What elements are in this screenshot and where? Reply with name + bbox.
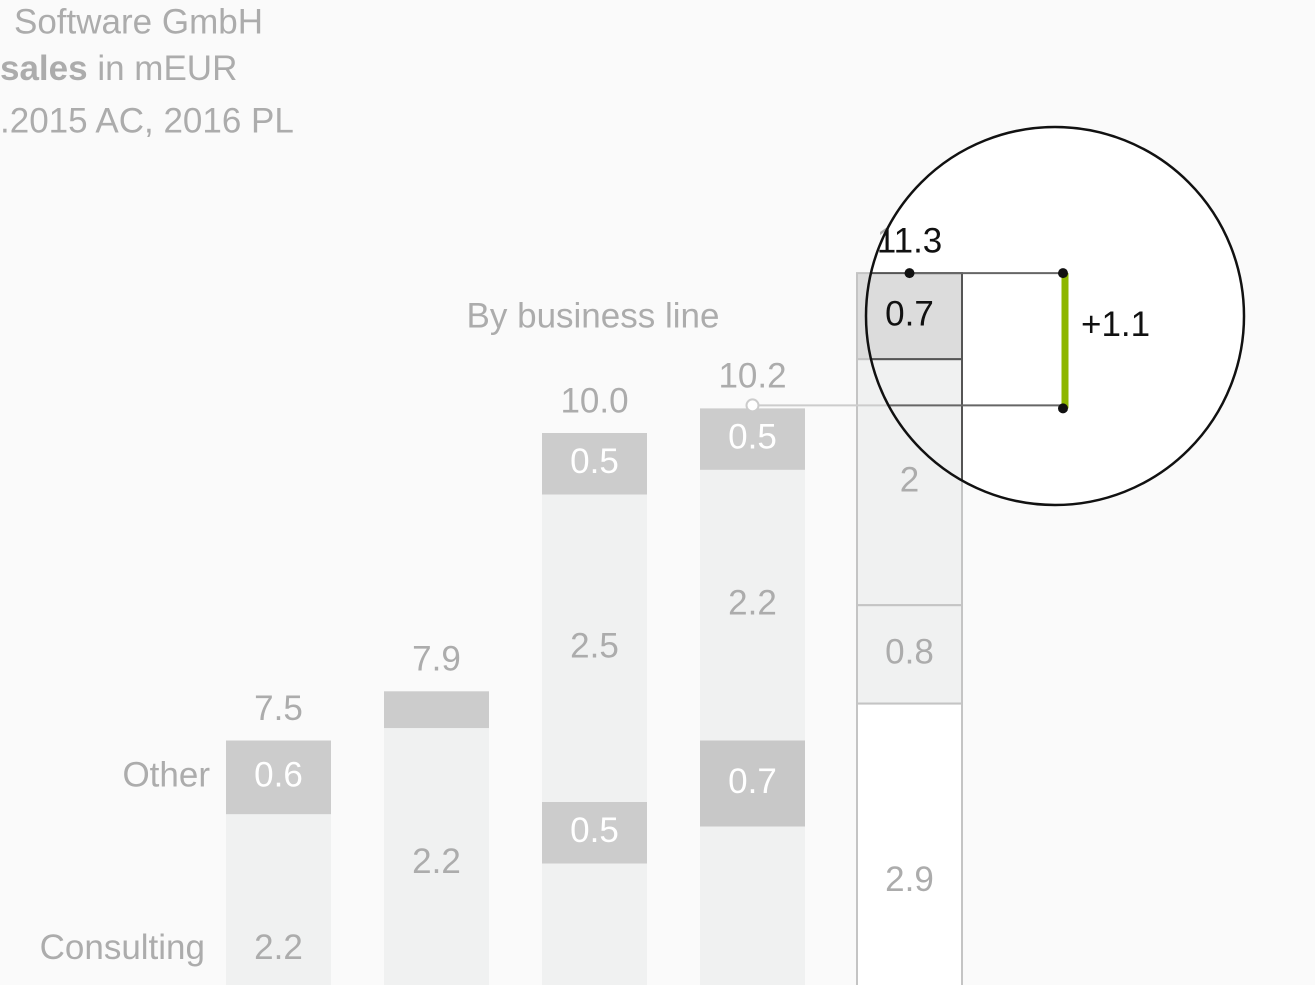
difference-label: +1.1 bbox=[1081, 305, 1150, 344]
segment-label: 2.2 bbox=[728, 583, 777, 622]
total-label: 7.5 bbox=[254, 689, 303, 728]
total-label: 7.9 bbox=[412, 640, 461, 679]
segment bbox=[226, 740, 331, 815]
segment-label: 0.7 bbox=[728, 762, 777, 801]
segment bbox=[856, 702, 963, 985]
segment-label: 0.5 bbox=[570, 442, 619, 481]
segment-label: 0.8 bbox=[885, 633, 934, 672]
segment-label: 2.2 bbox=[254, 928, 303, 967]
total-label: 10.2 bbox=[718, 357, 786, 396]
segment-label: 2 bbox=[900, 460, 919, 499]
point bbox=[1058, 403, 1068, 414]
row-label: Other bbox=[122, 756, 210, 795]
segment-label: 2.5 bbox=[570, 627, 619, 666]
magnified-view: 0.720.82.911.3+1.1 bbox=[866, 221, 1150, 505]
segment-label: 0.6 bbox=[254, 756, 303, 795]
column-continuation bbox=[542, 863, 647, 985]
segment-label: 2.9 bbox=[885, 860, 934, 899]
segment-label: 0.7 bbox=[885, 294, 934, 333]
point bbox=[1058, 268, 1068, 279]
segment-label: 2.2 bbox=[412, 842, 461, 881]
segment bbox=[700, 408, 805, 470]
segment bbox=[542, 494, 647, 802]
total-label: 10.0 bbox=[560, 381, 628, 420]
segment bbox=[700, 740, 805, 827]
unit: in mEUR bbox=[97, 49, 237, 88]
segment-label: 0.5 bbox=[570, 811, 619, 850]
measure: sales bbox=[0, 49, 88, 88]
connector-dot bbox=[745, 398, 760, 413]
period: .2015 AC, 2016 PL bbox=[0, 101, 294, 140]
chart-title: Software GmbH bbox=[14, 2, 263, 41]
annotation: By business line bbox=[467, 296, 720, 335]
segment bbox=[384, 728, 489, 985]
column-continuation bbox=[700, 826, 805, 985]
segment bbox=[542, 433, 647, 495]
segment bbox=[700, 469, 805, 741]
segment bbox=[226, 814, 331, 985]
segment bbox=[384, 691, 489, 729]
segment bbox=[856, 604, 963, 705]
magnifier-ring bbox=[864, 125, 1246, 507]
segment-label: 0.5 bbox=[728, 417, 777, 456]
point bbox=[904, 268, 915, 279]
segment bbox=[542, 802, 647, 864]
row-label: Consulting bbox=[40, 928, 205, 967]
chart-subtitle: sales in mEUR bbox=[0, 49, 237, 88]
